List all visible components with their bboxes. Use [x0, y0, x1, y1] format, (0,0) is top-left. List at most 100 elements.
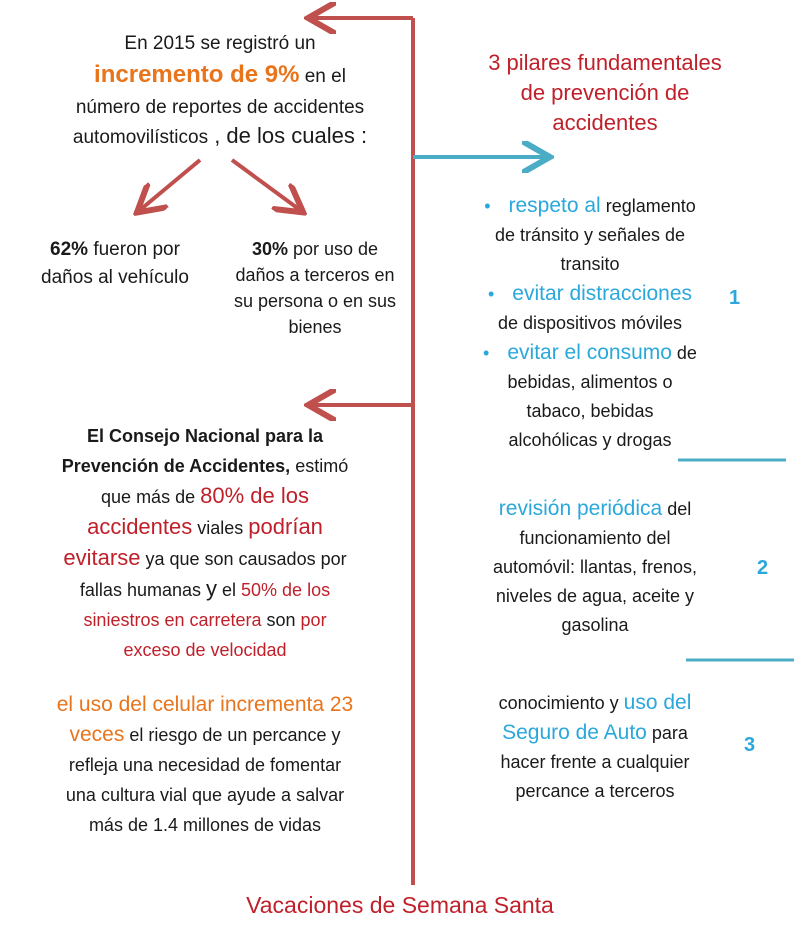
- pillar-3-l2b: para: [646, 723, 688, 743]
- celular-line-5: más de 1.4 millones de vidas: [88, 815, 322, 835]
- intro-line-4b: , de los cuales :: [208, 123, 368, 148]
- pillar-2-number: 2: [757, 557, 769, 579]
- celular-line-2a: veces: [69, 723, 125, 746]
- pillar-1-bullet-2: • evitar distracciones: [450, 279, 730, 309]
- pillar-1-b2b: de dispositivos móviles: [497, 313, 683, 333]
- consejo-line-4: accidentes viales podrían: [10, 512, 400, 543]
- stat-62-pct: 62%: [50, 239, 89, 260]
- consejo-line-7c: por: [300, 610, 327, 630]
- stat-30-text2: daños a terceros en: [235, 265, 395, 285]
- bullet-dot-icon: •: [487, 284, 495, 304]
- consejo-line-5: evitarse ya que son causados por: [10, 543, 400, 574]
- pillar-3-number: 3: [744, 734, 756, 756]
- pillar-1-number: 1: [729, 287, 741, 309]
- pillar-3-line-3: hacer frente a cualquier: [500, 752, 690, 772]
- stat-30-text1: por uso de: [287, 239, 379, 259]
- consejo-block: El Consejo Nacional para la Prevención d…: [10, 421, 400, 665]
- consejo-line-6c: el: [217, 580, 242, 600]
- intro-line-3: número de reportes de accidentes: [75, 97, 365, 118]
- split-arrow-right: [230, 158, 300, 210]
- consejo-line-4c: podrían: [248, 514, 323, 539]
- consejo-line-7b: son: [261, 610, 301, 630]
- pillar-1-bullet-3: • evitar el consumo de: [450, 338, 730, 368]
- intro-line-4a: automovilísticos: [72, 127, 209, 148]
- consejo-line-2b: estimó: [290, 456, 349, 476]
- pillars-title: 3 pilares fundamentales de prevención de…: [440, 48, 770, 138]
- intro-line-1: En 2015 se registró un: [124, 33, 316, 54]
- pillar-1-b3c: bebidas, alimentos o: [507, 372, 673, 392]
- bullet-dot-icon: •: [484, 196, 491, 216]
- pillar-3-line-2: Seguro de Auto para: [460, 718, 730, 748]
- consejo-line-7: siniestros en carretera son por: [10, 605, 400, 635]
- pillar-2-line-2: funcionamiento del: [519, 528, 671, 548]
- increment-highlight: incremento de 9%: [94, 61, 300, 88]
- celular-line-3: refleja una necesidad de fomentar: [68, 755, 342, 775]
- stat-62: 62% fueron por daños al vehículo: [20, 236, 210, 292]
- pillar-1: • respeto al reglamento de tránsito y señ…: [450, 191, 730, 455]
- split-arrow-left: [140, 158, 202, 210]
- consejo-line-2a: Prevención de Accidentes,: [61, 456, 291, 476]
- consejo-line-6b: y: [206, 576, 217, 601]
- consejo-line-3a: que más de: [101, 487, 201, 507]
- pillar-3-line-1: conocimiento y uso del: [460, 688, 730, 718]
- pillar-1-b1b: reglamento: [600, 196, 696, 216]
- consejo-line-7a: siniestros en carretera: [83, 610, 262, 630]
- bullet-dot-icon: •: [483, 343, 490, 363]
- stat-30-text3: su persona o en sus: [233, 291, 397, 311]
- consejo-line-2: Prevención de Accidentes, estimó: [10, 451, 400, 481]
- pillar-2-line-4: niveles de agua, aceite y: [495, 586, 695, 606]
- pillar-2-line-3: automóvil: llantas, frenos,: [492, 557, 698, 577]
- consejo-line-5a: evitarse: [63, 545, 141, 570]
- pillar-3-l1a: conocimiento y: [498, 693, 624, 713]
- pillar-1-b1d: transito: [560, 254, 620, 274]
- consejo-line-3: que más de 80% de los: [10, 481, 400, 512]
- consejo-line-8: exceso de velocidad: [123, 640, 287, 660]
- stat-62-text1: fueron por: [88, 239, 180, 260]
- celular-line-2: veces el riesgo de un percance y: [10, 720, 400, 750]
- pillar-2-l1a: revisión periódica: [498, 497, 663, 520]
- consejo-line-6: fallas humanas y el 50% de los: [10, 574, 400, 605]
- pillars-title-line-1: 3 pilares fundamentales: [488, 50, 722, 75]
- pillar-1-b1c: de tránsito y señales de: [494, 225, 686, 245]
- celular-line-2b: el riesgo de un percance y: [124, 725, 341, 745]
- stat-30-pct: 30%: [251, 239, 288, 259]
- celular-block: el uso del celular incrementa 23 veces e…: [10, 690, 400, 840]
- pillar-1-b3d: tabaco, bebidas: [526, 401, 654, 421]
- pillars-title-line-2: de prevención de: [520, 80, 690, 105]
- pillar-2-line-5: gasolina: [561, 615, 629, 635]
- pillar-1-b3a: evitar el consumo: [507, 341, 672, 364]
- footer-title: Vacaciones de Semana Santa: [246, 892, 554, 918]
- consejo-line-4b: viales: [192, 518, 249, 538]
- intro-line-4: automovilísticos , de los cuales :: [40, 122, 400, 152]
- pillar-3: conocimiento y uso del Seguro de Auto pa…: [460, 688, 730, 806]
- intro-block: En 2015 se registró un incremento de 9% …: [40, 30, 400, 152]
- celular-line-4: una cultura vial que ayude a salvar: [65, 785, 345, 805]
- pillar-3-line-4: percance a terceros: [515, 781, 675, 801]
- pillar-3-l1b: uso del: [623, 691, 692, 714]
- pillar-2-l1b: del: [662, 499, 692, 519]
- pillar-2-line-1: revisión periódica del: [450, 494, 740, 524]
- pillar-2: revisión periódica del funcionamiento de…: [450, 494, 740, 640]
- pillars-title-line-3: accidentes: [552, 110, 658, 135]
- pillar-1-bullet-1: • respeto al reglamento: [450, 191, 730, 221]
- consejo-line-3b: 80% de los: [200, 483, 309, 508]
- pillar-1-b3b: de: [671, 343, 697, 363]
- intro-line-2-rest: en el: [299, 66, 346, 87]
- celular-line-1: el uso del celular incrementa 23: [56, 693, 354, 716]
- stat-30-line-1: 30% por uso de: [225, 236, 405, 262]
- stat-62-text2: daños al vehículo: [41, 267, 189, 288]
- stat-30: 30% por uso de daños a terceros en su pe…: [225, 236, 405, 340]
- stat-30-text4: bienes: [288, 317, 342, 337]
- pillar-3-l2a: Seguro de Auto: [502, 721, 647, 744]
- intro-line-2: incremento de 9% en el: [40, 58, 400, 94]
- consejo-line-6d: 50% de los: [241, 580, 331, 600]
- pillar-1-b1a: respeto al: [508, 194, 601, 217]
- consejo-line-1: El Consejo Nacional para la: [86, 426, 324, 446]
- consejo-line-6a: fallas humanas: [79, 580, 206, 600]
- stat-62-line-1: 62% fueron por: [20, 236, 210, 264]
- pillar-1-b3e: alcohólicas y drogas: [508, 430, 672, 450]
- consejo-line-4a: accidentes: [87, 514, 193, 539]
- pillar-1-b2a: evitar distracciones: [512, 282, 693, 305]
- consejo-line-5b: ya que son causados por: [140, 549, 347, 569]
